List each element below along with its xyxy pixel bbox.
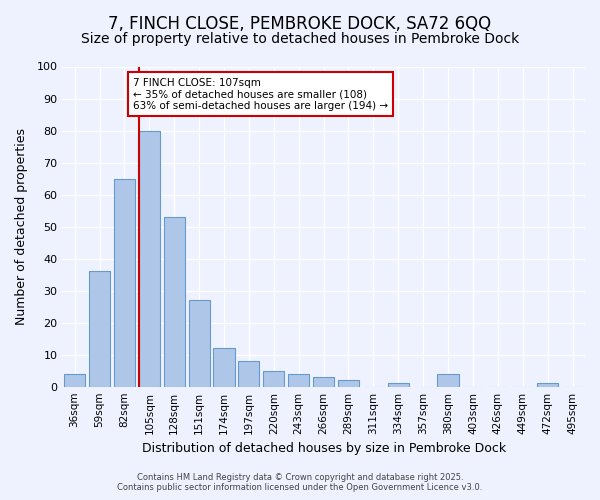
Bar [164,217,185,386]
X-axis label: Distribution of detached houses by size in Pembroke Dock: Distribution of detached houses by size … [142,442,506,455]
Bar [263,370,284,386]
Bar [238,361,259,386]
Text: 7 FINCH CLOSE: 107sqm
← 35% of detached houses are smaller (108)
63% of semi-det: 7 FINCH CLOSE: 107sqm ← 35% of detached … [133,78,388,111]
Bar [437,374,458,386]
Bar [89,272,110,386]
Bar [64,374,85,386]
Bar [188,300,210,386]
Bar [338,380,359,386]
Text: Contains HM Land Registry data © Crown copyright and database right 2025.
Contai: Contains HM Land Registry data © Crown c… [118,473,482,492]
Bar [139,130,160,386]
Y-axis label: Number of detached properties: Number of detached properties [15,128,28,325]
Text: 7, FINCH CLOSE, PEMBROKE DOCK, SA72 6QQ: 7, FINCH CLOSE, PEMBROKE DOCK, SA72 6QQ [109,15,491,33]
Bar [214,348,235,387]
Bar [537,384,558,386]
Bar [288,374,309,386]
Bar [388,384,409,386]
Bar [114,178,135,386]
Bar [313,377,334,386]
Text: Size of property relative to detached houses in Pembroke Dock: Size of property relative to detached ho… [81,32,519,46]
